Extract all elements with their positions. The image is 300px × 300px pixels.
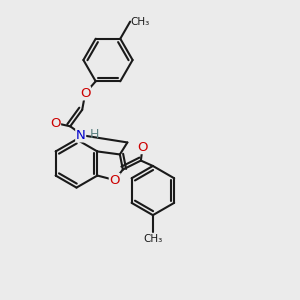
Text: CH₃: CH₃ xyxy=(143,234,163,244)
Text: O: O xyxy=(137,141,148,154)
Text: O: O xyxy=(80,87,90,100)
Text: H: H xyxy=(90,128,99,141)
Text: O: O xyxy=(110,174,120,187)
Text: N: N xyxy=(76,129,86,142)
Text: O: O xyxy=(50,117,60,130)
Text: CH₃: CH₃ xyxy=(130,17,149,27)
